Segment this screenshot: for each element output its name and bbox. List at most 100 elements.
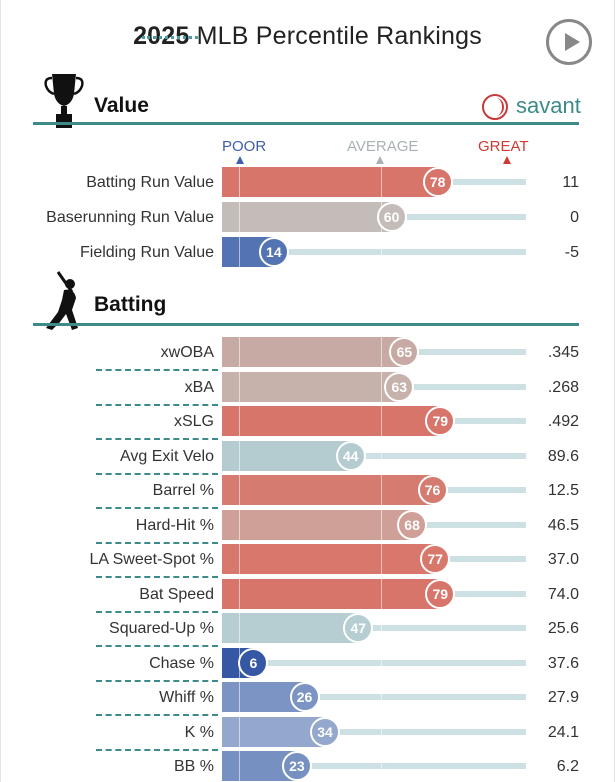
percentile-bubble[interactable]: 63 [384, 371, 415, 402]
metric-label: Baserunning Run Value [46, 209, 214, 226]
poor-guide-line [239, 613, 240, 643]
percentile-bar: 77 [222, 544, 526, 574]
title-text: MLB Percentile Rankings [196, 22, 482, 50]
metric-value: 0 [570, 209, 579, 226]
percentile-bar: 60 [222, 202, 526, 232]
average-guide-line [381, 544, 382, 574]
row-divider [96, 403, 218, 406]
metric-row[interactable]: Bat Speed 79 74.0 [0, 578, 615, 613]
metric-value: 46.5 [547, 516, 579, 534]
play-circle-icon[interactable] [546, 19, 592, 65]
percentile-bar: 34 [222, 716, 526, 747]
metric-label: Hard-Hit % [135, 516, 214, 534]
metric-value: 24.1 [547, 723, 579, 741]
metric-value: 11 [562, 174, 579, 191]
poor-guide-line [239, 202, 240, 232]
metric-value: .268 [547, 378, 579, 396]
percentile-bubble[interactable]: 78 [422, 167, 453, 197]
percentile-bubble[interactable]: 79 [425, 578, 456, 609]
percentile-bar: 6 [222, 647, 526, 678]
bar-fill [222, 337, 405, 367]
percentile-bar: 68 [222, 509, 526, 540]
percentile-bubble[interactable]: 14 [258, 237, 289, 267]
batting-section-title: Batting [94, 293, 167, 316]
metric-row[interactable]: Barrel % 76 12.5 [0, 475, 615, 509]
metric-value: 74.0 [547, 585, 579, 603]
average-guide-line [381, 475, 382, 505]
average-guide-line [381, 337, 382, 367]
percentile-bar: 78 [222, 167, 526, 197]
metric-row[interactable]: Fielding Run Value 14 -5 [0, 237, 615, 271]
percentile-bubble[interactable]: 47 [343, 613, 374, 643]
bar-fill [222, 613, 359, 643]
percentile-bar: 63 [222, 371, 526, 402]
row-divider [96, 645, 218, 647]
bar-fill [222, 544, 436, 574]
value-section-header [33, 94, 579, 125]
percentile-bubble[interactable]: 68 [397, 509, 428, 540]
poor-guide-line [239, 682, 240, 712]
metric-row[interactable]: Squared-Up % 47 25.6 [0, 613, 615, 647]
metric-row[interactable]: Hard-Hit % 68 46.5 [0, 509, 615, 544]
metric-value: .345 [547, 344, 579, 361]
percentile-bubble[interactable]: 79 [425, 406, 456, 436]
percentile-bar: 79 [222, 578, 526, 609]
bar-fill [222, 578, 441, 609]
average-guide-line [381, 682, 382, 712]
percentile-bubble[interactable]: 65 [389, 337, 420, 367]
row-divider [96, 472, 218, 475]
metric-row[interactable]: Whiff % 26 27.9 [0, 682, 615, 716]
legend-great: GREAT [478, 138, 529, 164]
metric-row[interactable]: LA Sweet-Spot % 77 37.0 [0, 544, 615, 578]
page-title: 2025 MLB Percentile Rankings [0, 22, 615, 51]
percentile-bar: 79 [222, 406, 526, 436]
bar-fill [222, 509, 413, 540]
metric-row[interactable]: xwOBA 65 .345 [0, 337, 615, 371]
row-divider [96, 679, 218, 682]
bar-fill [222, 202, 392, 232]
percentile-bubble[interactable]: 44 [335, 440, 366, 471]
metric-label: Batting Run Value [86, 174, 214, 191]
bar-remaining-track [325, 728, 526, 735]
percentile-bubble[interactable]: 77 [420, 544, 451, 574]
average-guide-line [381, 647, 382, 678]
bar-remaining-track [253, 659, 526, 666]
legend-average: AVERAGE [347, 138, 418, 164]
great-marker-icon [503, 156, 511, 164]
metric-row[interactable]: xSLG 79 .492 [0, 406, 615, 440]
percentile-bubble[interactable]: 6 [238, 647, 269, 678]
row-divider [96, 369, 218, 371]
metric-row[interactable]: Avg Exit Velo 44 89.6 [0, 440, 615, 475]
metric-value: 27.9 [547, 689, 579, 706]
percentile-bubble[interactable]: 23 [281, 751, 312, 781]
metric-row[interactable]: BB % 23 6.2 [0, 751, 615, 782]
poor-guide-line [239, 544, 240, 574]
bar-remaining-track [440, 590, 526, 597]
bar-fill [222, 406, 441, 436]
bar-remaining-track [399, 383, 526, 390]
metric-row[interactable]: Chase % 6 37.6 [0, 647, 615, 682]
average-guide-line [381, 237, 382, 267]
bar-remaining-track [391, 214, 526, 220]
metric-row[interactable]: xBA 63 .268 [0, 371, 615, 406]
metric-label: Bat Speed [139, 585, 214, 603]
average-guide-line [381, 440, 382, 471]
bar-remaining-track [412, 521, 526, 528]
batting-section-header [33, 294, 579, 326]
metric-label: BB % [173, 758, 214, 775]
metric-row[interactable]: Baserunning Run Value 60 0 [0, 202, 615, 236]
percentile-bubble[interactable]: 76 [417, 475, 448, 505]
metric-row[interactable]: Batting Run Value 78 11 [0, 167, 615, 201]
bar-fill [222, 475, 433, 505]
metric-row[interactable]: K % 34 24.1 [0, 716, 615, 751]
row-divider [96, 610, 218, 613]
metric-label: Whiff % [159, 689, 214, 706]
percentile-bar: 26 [222, 682, 526, 712]
percentile-bubble[interactable]: 26 [289, 682, 320, 712]
percentile-bubble[interactable]: 60 [376, 202, 407, 232]
average-guide-line [381, 751, 382, 781]
percentile-bubble[interactable]: 34 [310, 716, 341, 747]
bar-fill [222, 440, 351, 471]
metric-value: 6.2 [556, 758, 579, 775]
bar-remaining-track [304, 694, 526, 700]
